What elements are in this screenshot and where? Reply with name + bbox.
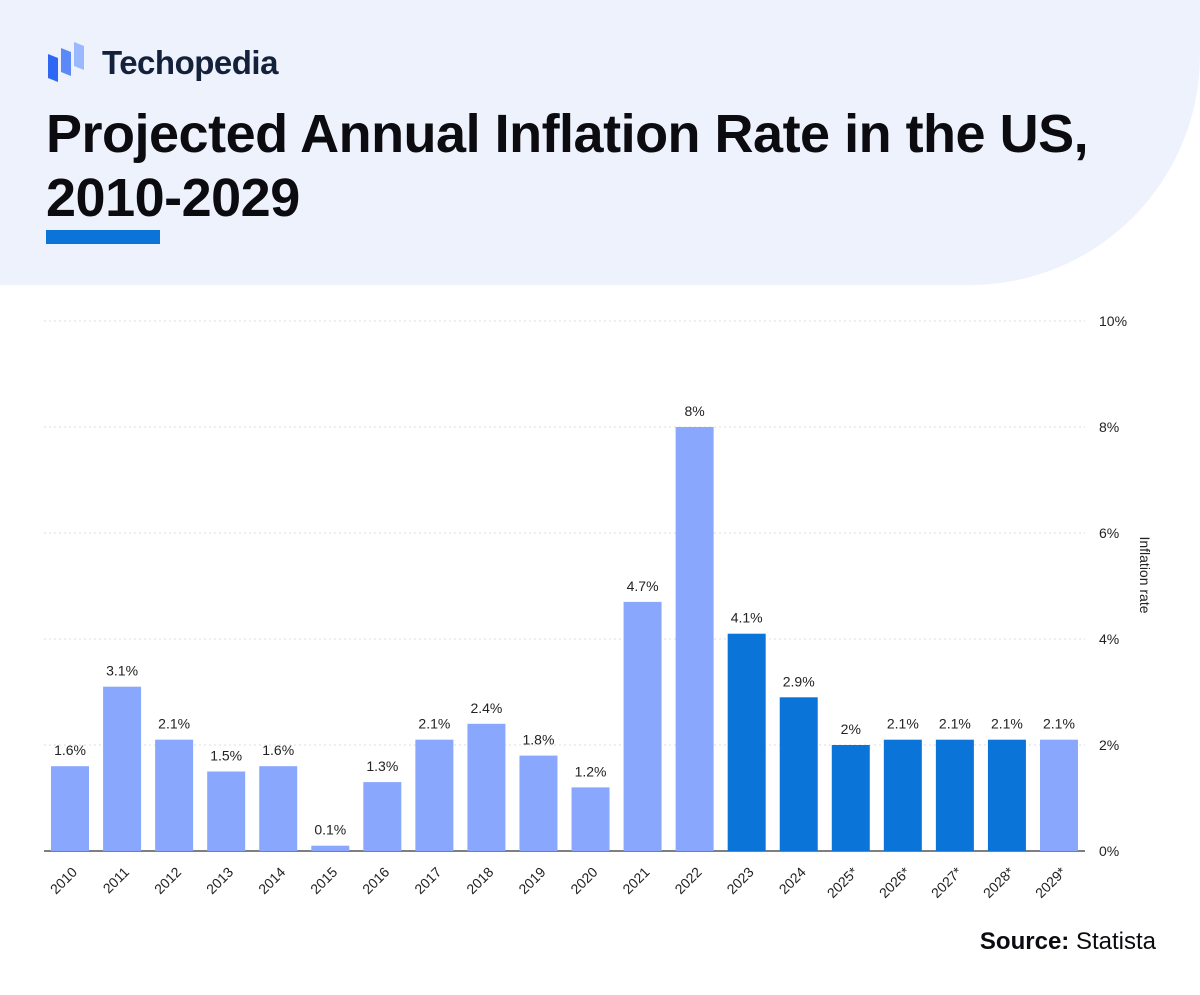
header-panel	[0, 0, 1200, 285]
page-title: Projected Annual Inflation Rate in the U…	[46, 104, 1089, 228]
bar-2013	[207, 771, 246, 851]
source-credit: Source: Statista	[980, 928, 1156, 956]
x-tick-label: 2023	[723, 864, 756, 897]
bar-2026	[883, 739, 922, 851]
techopedia-logo-icon	[48, 42, 84, 82]
y-axis-title: Inflation rate	[1137, 536, 1153, 613]
x-tick-label: 2017	[411, 864, 444, 897]
bar-2029	[1039, 739, 1078, 851]
y-tick-label: 4%	[1099, 631, 1119, 647]
y-tick-label: 0%	[1099, 843, 1119, 859]
x-tick-label: 2018	[463, 864, 496, 897]
bar-2017	[415, 739, 454, 851]
x-tick-label: 2014	[255, 864, 288, 897]
x-tick-label: 2012	[151, 864, 184, 897]
bar-2019	[519, 755, 558, 851]
value-label: 2.1%	[158, 716, 190, 732]
x-tick-label: 2022	[671, 864, 704, 897]
y-tick-label: 8%	[1099, 419, 1119, 435]
x-axis-labels: 2010 2011 2012 2013 2014 2015 2016 2017 2018 2019…	[47, 863, 1070, 901]
bar-2010	[51, 766, 90, 851]
source-label: Source:	[979, 928, 1070, 955]
bar-2027	[935, 739, 974, 851]
bar-2020	[571, 787, 610, 851]
bar-2025	[831, 745, 870, 851]
value-label: 1.8%	[523, 732, 555, 748]
source-value: Statista	[1075, 928, 1156, 955]
x-tick-label: 2028*	[980, 863, 1018, 901]
title-underline	[46, 230, 160, 244]
x-tick-label: 2019	[515, 864, 548, 897]
value-label: 2.1%	[939, 716, 971, 732]
value-labels: 1.6% 3.1% 2.1% 1.5% 1.6% 0.1% 1.3% 2.1% 2.4% 1.8%…	[54, 403, 1075, 838]
x-tick-label: 2027*	[928, 863, 966, 901]
y-tick-label: 6%	[1099, 525, 1119, 541]
bar-2016	[363, 782, 402, 851]
bar-2023	[727, 633, 766, 851]
value-label: 8%	[685, 403, 705, 419]
y-tick-label: 10%	[1099, 313, 1127, 329]
x-tick-label: 2013	[203, 864, 236, 897]
bar-2028	[987, 739, 1026, 851]
value-label: 4.7%	[627, 578, 659, 594]
bar-2018	[467, 723, 506, 851]
brand-logo: Techopedia	[46, 42, 278, 84]
grid-lines	[44, 320, 1085, 852]
value-label: 2.1%	[1043, 716, 1075, 732]
value-label: 1.5%	[210, 748, 242, 764]
value-label: 3.1%	[106, 663, 138, 679]
bar-2022	[675, 427, 714, 851]
value-label: 2.1%	[887, 716, 919, 732]
bar-2015	[311, 845, 350, 851]
value-label: 2.1%	[991, 716, 1023, 732]
bar-2012	[155, 739, 194, 851]
value-label: 1.3%	[366, 758, 398, 774]
value-label: 2.1%	[418, 716, 450, 732]
x-tick-label: 2026*	[876, 863, 914, 901]
value-label: 2%	[841, 721, 861, 737]
bar-2024	[779, 697, 818, 851]
inflation-bar-chart: 0%2%4%6%8%10% 1.6%3.1%2.1%1.5% 1.6%0.1%1.…	[44, 313, 1153, 901]
y-tick-label: 2%	[1099, 737, 1119, 753]
value-label: 2.9%	[783, 673, 815, 689]
brand-name: Techopedia	[102, 44, 278, 81]
bar-2011	[103, 686, 142, 851]
value-label: 1.2%	[575, 763, 607, 779]
value-label: 0.1%	[314, 822, 346, 838]
x-tick-label: 2010	[47, 864, 80, 897]
value-label: 2.4%	[470, 700, 502, 716]
y-axis-ticks: 0% 2% 4% 6% 8% 10%	[1099, 313, 1127, 859]
bars	[51, 427, 1078, 851]
x-tick-label: 2015	[307, 864, 340, 897]
value-label: 1.6%	[262, 742, 294, 758]
bar-2014	[259, 766, 298, 851]
x-tick-label: 2020	[567, 864, 600, 897]
x-tick-label: 2011	[100, 864, 133, 897]
value-label: 1.6%	[54, 742, 86, 758]
x-tick-label: 2021	[619, 864, 652, 897]
x-tick-label: 2016	[359, 864, 392, 897]
bar-2021	[623, 601, 662, 851]
x-tick-label: 2025*	[824, 863, 862, 901]
x-tick-label: 2029*	[1032, 863, 1070, 901]
value-label: 4.1%	[731, 610, 763, 626]
x-tick-label: 2024	[776, 864, 809, 897]
